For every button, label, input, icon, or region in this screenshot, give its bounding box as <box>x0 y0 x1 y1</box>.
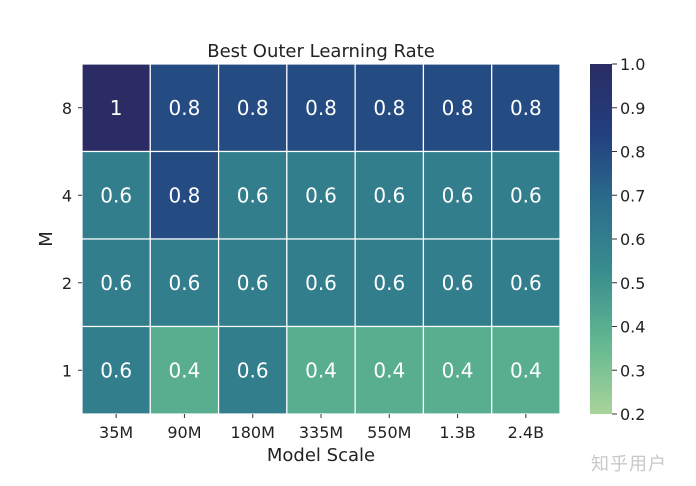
colorbar-tick-label: 0.6 <box>620 230 645 249</box>
cell-value-label: 0.6 <box>237 271 269 295</box>
heatmap-cell <box>422 325 493 415</box>
colorbar-tick-label: 0.9 <box>620 99 645 118</box>
cell-value-label: 0.6 <box>100 271 132 295</box>
heatmap-cell <box>81 325 151 415</box>
cell-value-label: 0.8 <box>169 183 201 207</box>
cell-value-label: 0.4 <box>510 358 542 382</box>
heatmap-cell <box>149 63 220 153</box>
x-axis-label: Model Scale <box>267 445 375 466</box>
y-axis-label: M <box>36 231 57 247</box>
x-tick-label: 90M <box>167 423 201 442</box>
y-tick-label: 4 <box>62 186 72 205</box>
cell-value-label: 0.8 <box>169 96 201 120</box>
heatmap-cell <box>491 150 561 240</box>
heatmap-cell <box>217 238 288 328</box>
heatmap-cell <box>422 238 493 328</box>
cell-value-label: 0.4 <box>305 358 337 382</box>
x-tick-label: 550M <box>367 423 411 442</box>
cell-value-label: 0.6 <box>373 271 405 295</box>
x-tick-label: 335M <box>299 423 343 442</box>
heatmap-cell <box>149 238 220 328</box>
cell-value-label: 0.6 <box>442 183 474 207</box>
cell-value-label: 0.8 <box>305 96 337 120</box>
x-tick-label: 2.4B <box>508 423 544 442</box>
watermark: 知乎用户 <box>591 454 667 475</box>
colorbar-tick-label: 0.2 <box>620 405 645 424</box>
y-tick-label: 1 <box>62 361 72 380</box>
heatmap-cell <box>491 238 561 328</box>
cell-value-label: 0.4 <box>373 358 405 382</box>
cell-value-label: 0.4 <box>442 358 474 382</box>
colorbar-tick-label: 0.3 <box>620 361 645 380</box>
heatmap-cell <box>491 325 561 415</box>
cell-value-label: 1 <box>110 96 123 120</box>
cell-value-label: 0.8 <box>442 96 474 120</box>
y-tick-label: 2 <box>62 274 72 293</box>
colorbar-tick-label: 0.7 <box>620 186 645 205</box>
cell-value-label: 0.8 <box>237 96 269 120</box>
cell-value-label: 0.6 <box>510 271 542 295</box>
x-tick-label: 35M <box>99 423 133 442</box>
heatmap-cell <box>286 63 356 153</box>
cell-value-label: 0.8 <box>510 96 542 120</box>
cell-value-label: 0.6 <box>100 358 132 382</box>
heatmap-cell <box>354 150 425 240</box>
heatmap-cell <box>217 63 288 153</box>
cell-value-label: 0.6 <box>169 271 201 295</box>
x-tick-label: 180M <box>231 423 275 442</box>
x-tick-label: 1.3B <box>439 423 475 442</box>
chart-title: Best Outer Learning Rate <box>207 41 435 62</box>
cell-value-label: 0.6 <box>373 183 405 207</box>
heatmap-cell <box>81 63 151 153</box>
cell-value-label: 0.6 <box>510 183 542 207</box>
heatmap-cell <box>286 325 356 415</box>
colorbar-tick-label: 0.8 <box>620 143 645 162</box>
cell-value-label: 0.6 <box>442 271 474 295</box>
heatmap-cell <box>422 63 493 153</box>
cell-value-label: 0.6 <box>305 183 337 207</box>
colorbar-tick-label: 0.4 <box>620 318 645 337</box>
cell-value-label: 0.6 <box>305 271 337 295</box>
colorbar <box>590 64 612 414</box>
cell-value-label: 0.4 <box>169 358 201 382</box>
cell-value-label: 0.6 <box>237 358 269 382</box>
colorbar-tick-label: 0.5 <box>620 274 645 293</box>
heatmap-cell <box>286 238 356 328</box>
heatmap-cell <box>149 325 220 415</box>
heatmap-cell <box>354 238 425 328</box>
colorbar-tick-label: 1.0 <box>620 55 645 74</box>
cell-value-label: 0.6 <box>100 183 132 207</box>
cell-value-label: 0.6 <box>237 183 269 207</box>
y-tick-label: 8 <box>62 99 72 118</box>
cell-value-label: 0.8 <box>373 96 405 120</box>
heatmap-cell <box>217 150 288 240</box>
